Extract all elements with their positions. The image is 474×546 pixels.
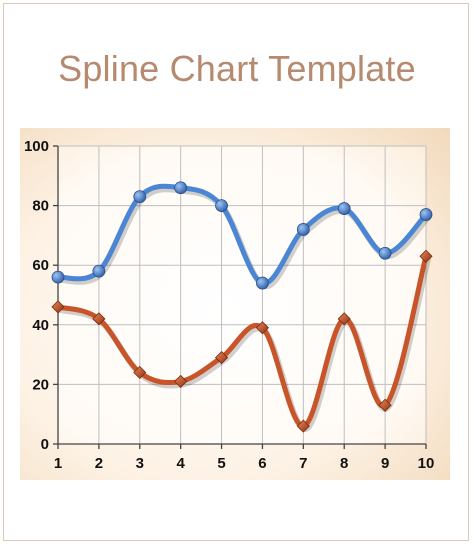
data-point <box>174 181 188 195</box>
y-tick-label: 0 <box>41 436 49 453</box>
data-point <box>174 374 188 388</box>
data-point <box>419 249 433 263</box>
data-point <box>419 208 433 221</box>
data-point <box>255 321 270 335</box>
x-tick-label: 6 <box>258 455 266 472</box>
data-point <box>378 398 392 412</box>
x-tick-label: 4 <box>176 455 185 472</box>
y-tick-label: 20 <box>32 376 49 393</box>
page-title: Spline Chart Template <box>58 48 416 89</box>
data-point <box>378 246 392 260</box>
y-tick-label: 60 <box>32 257 49 274</box>
series-layer <box>51 181 433 433</box>
data-point <box>215 199 228 212</box>
x-tick-label: 7 <box>299 455 307 472</box>
data-point <box>92 264 106 278</box>
x-tick-label: 5 <box>217 455 225 472</box>
series-line <box>55 183 429 286</box>
data-point <box>214 351 229 365</box>
tick-labels: 0 20 40 60 80 100 1 2 3 4 5 6 7 8 9 10 <box>24 138 434 472</box>
y-tick-label: 40 <box>32 317 49 334</box>
data-point <box>337 202 351 215</box>
data-point <box>133 365 147 380</box>
chart-svg: 0 20 40 60 80 100 1 2 3 4 5 6 7 8 9 10 <box>20 128 450 480</box>
data-point <box>296 419 310 433</box>
data-point <box>92 312 106 326</box>
data-point <box>296 223 310 236</box>
series-line <box>55 253 429 429</box>
x-tick-label: 2 <box>95 455 103 472</box>
y-tick-label: 100 <box>24 138 49 155</box>
x-tick-label: 3 <box>136 455 144 472</box>
data-point <box>337 312 351 326</box>
data-point <box>256 276 269 290</box>
data-point <box>51 270 65 284</box>
grid-lines <box>58 145 427 444</box>
data-point <box>133 190 147 204</box>
x-tick-label: 10 <box>418 455 435 472</box>
x-tick-label: 8 <box>340 455 348 472</box>
data-point <box>51 300 65 314</box>
x-tick-label: 1 <box>54 455 62 472</box>
x-tick-label: 9 <box>381 455 389 472</box>
y-tick-label: 80 <box>32 198 49 215</box>
axes <box>53 145 427 449</box>
plot-area <box>58 146 426 444</box>
spline-chart: 0 20 40 60 80 100 1 2 3 4 5 6 7 8 9 10 <box>20 128 450 480</box>
